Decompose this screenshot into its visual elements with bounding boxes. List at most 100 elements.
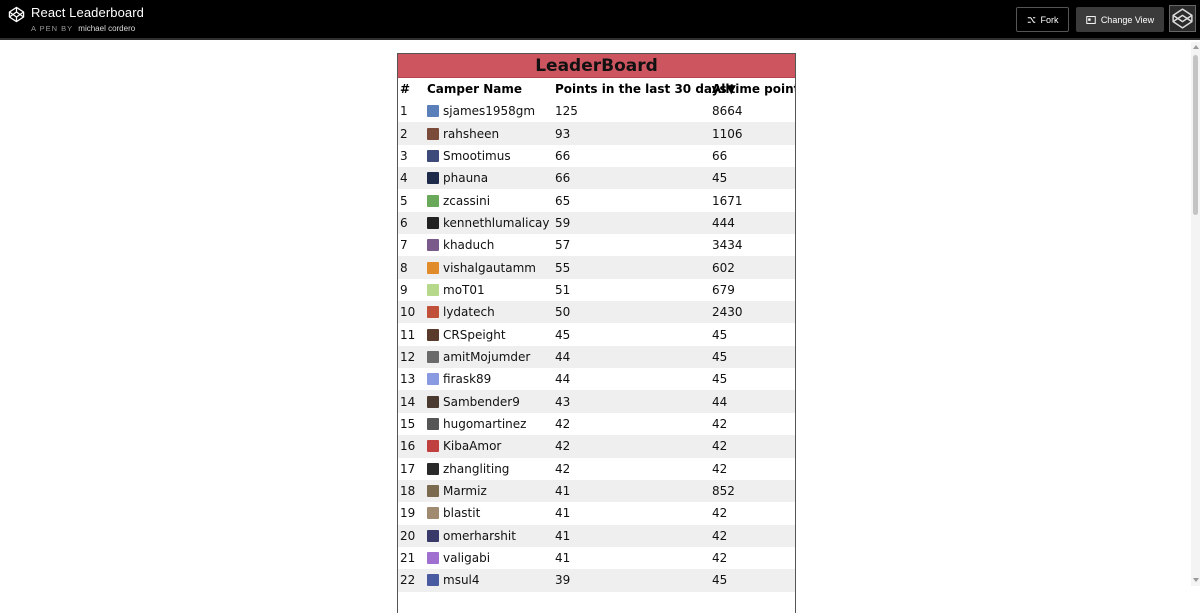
camper-cell: kennethlumalicay bbox=[425, 212, 553, 234]
fork-icon bbox=[1027, 16, 1035, 23]
camper-name-link[interactable]: rahsheen bbox=[443, 126, 500, 141]
camper-name-link[interactable]: sjames1958gm bbox=[443, 104, 536, 119]
recent-points-cell: 41 bbox=[555, 484, 571, 499]
camper-name-link[interactable]: lydatech bbox=[443, 305, 495, 320]
camper-name-link[interactable]: Marmiz bbox=[443, 484, 487, 499]
camper-name-link[interactable]: omerharshit bbox=[443, 528, 516, 543]
recent-points-cell: 42 bbox=[555, 416, 571, 431]
camper-name-link[interactable]: msul4 bbox=[443, 573, 480, 588]
table-header-row: # Camper Name Points in the last 30 days… bbox=[398, 78, 795, 100]
camper-name-link[interactable]: moT01 bbox=[443, 282, 485, 297]
alltime-points-cell: 42 bbox=[712, 506, 728, 521]
camper-name-link[interactable]: KibaAmor bbox=[443, 439, 502, 454]
camper-cell: rahsheen bbox=[425, 122, 553, 144]
leaderboard-rows: 1 sjames1958gm 125 8664 2 rahsheen 93 1106 3 Smoo… bbox=[398, 100, 795, 592]
user-avatar-button[interactable] bbox=[1169, 5, 1196, 32]
camper-name-link[interactable]: zcassini bbox=[443, 193, 491, 208]
recent-points-cell: 43 bbox=[555, 394, 571, 409]
camper-avatar[interactable] bbox=[427, 239, 439, 252]
camper-avatar[interactable] bbox=[427, 395, 439, 408]
fork-button[interactable]: Fork bbox=[1016, 7, 1069, 32]
camper-cell: amitMojumder bbox=[425, 346, 553, 368]
leaderboard-title: LeaderBoard bbox=[398, 54, 795, 78]
alltime-points-cell: 45 bbox=[712, 573, 728, 588]
column-header-alltime-points[interactable]: Alltime points bbox=[712, 82, 795, 96]
camper-name-link[interactable]: hugomartinez bbox=[443, 416, 527, 431]
camper-avatar[interactable] bbox=[427, 507, 439, 520]
table-row: 11 CRSpeight 45 45 bbox=[398, 323, 795, 346]
table-row: 5 zcassini 65 1671 bbox=[398, 189, 795, 212]
camper-cell: msul4 bbox=[425, 569, 553, 591]
camper-cell: phauna bbox=[425, 167, 553, 189]
camper-name-link[interactable]: Smootimus bbox=[443, 148, 511, 163]
alltime-points-cell: 42 bbox=[712, 551, 728, 566]
rank-cell: 16 bbox=[400, 439, 416, 454]
table-row: 17 zhangliting 42 42 bbox=[398, 457, 795, 480]
camper-avatar[interactable] bbox=[427, 283, 439, 296]
camper-name-link[interactable]: CRSpeight bbox=[443, 327, 506, 342]
camper-name-link[interactable]: valigabi bbox=[443, 551, 491, 566]
codepen-logo-icon[interactable] bbox=[8, 6, 25, 23]
camper-avatar[interactable] bbox=[427, 261, 439, 274]
camper-cell: valigabi bbox=[425, 547, 553, 569]
column-header-recent-points[interactable]: Points in the last 30 days▼ bbox=[555, 82, 736, 96]
table-row: 2 rahsheen 93 1106 bbox=[398, 122, 795, 145]
page-scrollbar[interactable] bbox=[1191, 42, 1200, 586]
camper-cell: KibaAmor bbox=[425, 435, 553, 457]
camper-name-link[interactable]: blastit bbox=[443, 506, 481, 521]
camper-avatar[interactable] bbox=[427, 417, 439, 430]
camper-cell: zhangliting bbox=[425, 458, 553, 480]
camper-avatar[interactable] bbox=[427, 306, 439, 319]
scroll-thumb[interactable] bbox=[1193, 55, 1198, 215]
camper-name-link[interactable]: amitMojumder bbox=[443, 349, 531, 364]
camper-avatar[interactable] bbox=[427, 172, 439, 185]
alltime-points-cell: 2430 bbox=[712, 305, 743, 320]
camper-name-link[interactable]: Sambender9 bbox=[443, 394, 520, 409]
scroll-up-arrow-icon[interactable] bbox=[1193, 45, 1199, 49]
camper-avatar[interactable] bbox=[427, 485, 439, 498]
rank-cell: 5 bbox=[400, 193, 408, 208]
camper-avatar[interactable] bbox=[427, 440, 439, 453]
recent-points-cell: 65 bbox=[555, 193, 571, 208]
camper-avatar[interactable] bbox=[427, 194, 439, 207]
camper-name-link[interactable]: zhangliting bbox=[443, 461, 510, 476]
user-avatar-icon bbox=[1172, 8, 1193, 29]
camper-avatar[interactable] bbox=[427, 216, 439, 229]
rank-cell: 12 bbox=[400, 349, 416, 364]
camper-avatar[interactable] bbox=[427, 328, 439, 341]
table-row: 12 amitMojumder 44 45 bbox=[398, 345, 795, 369]
alltime-points-cell: 42 bbox=[712, 528, 728, 543]
alltime-points-cell: 852 bbox=[712, 484, 735, 499]
camper-avatar[interactable] bbox=[427, 574, 439, 587]
alltime-points-cell: 66 bbox=[712, 148, 728, 163]
camper-avatar[interactable] bbox=[427, 127, 439, 140]
camper-avatar[interactable] bbox=[427, 552, 439, 565]
table-row: 9 moT01 51 679 bbox=[398, 278, 795, 302]
change-view-button[interactable]: Change View bbox=[1076, 7, 1164, 32]
rank-cell: 21 bbox=[400, 551, 416, 566]
rank-cell: 14 bbox=[400, 394, 416, 409]
rank-cell: 11 bbox=[400, 327, 416, 342]
pen-title[interactable]: React Leaderboard bbox=[31, 5, 144, 20]
camper-avatar[interactable] bbox=[427, 529, 439, 542]
camper-name-link[interactable]: vishalgautamm bbox=[443, 260, 536, 275]
camper-avatar[interactable] bbox=[427, 105, 439, 118]
rank-cell: 8 bbox=[400, 260, 408, 275]
rank-cell: 15 bbox=[400, 416, 416, 431]
scroll-down-arrow-icon[interactable] bbox=[1193, 578, 1199, 582]
rank-cell: 18 bbox=[400, 484, 416, 499]
camper-avatar[interactable] bbox=[427, 462, 439, 475]
alltime-points-cell: 45 bbox=[712, 171, 728, 186]
camper-avatar[interactable] bbox=[427, 373, 439, 386]
rank-cell: 9 bbox=[400, 282, 408, 297]
rank-cell: 17 bbox=[400, 461, 416, 476]
camper-name-link[interactable]: firask89 bbox=[443, 372, 492, 387]
camper-avatar[interactable] bbox=[427, 149, 439, 162]
table-row: 13 firask89 44 45 bbox=[398, 368, 795, 391]
camper-name-link[interactable]: khaduch bbox=[443, 238, 495, 253]
camper-name-link[interactable]: phauna bbox=[443, 171, 489, 186]
recent-points-cell: 44 bbox=[555, 372, 571, 387]
camper-name-link[interactable]: kennethlumalicay bbox=[443, 215, 550, 230]
author-link[interactable]: michael cordero bbox=[78, 24, 136, 33]
camper-avatar[interactable] bbox=[427, 350, 439, 363]
